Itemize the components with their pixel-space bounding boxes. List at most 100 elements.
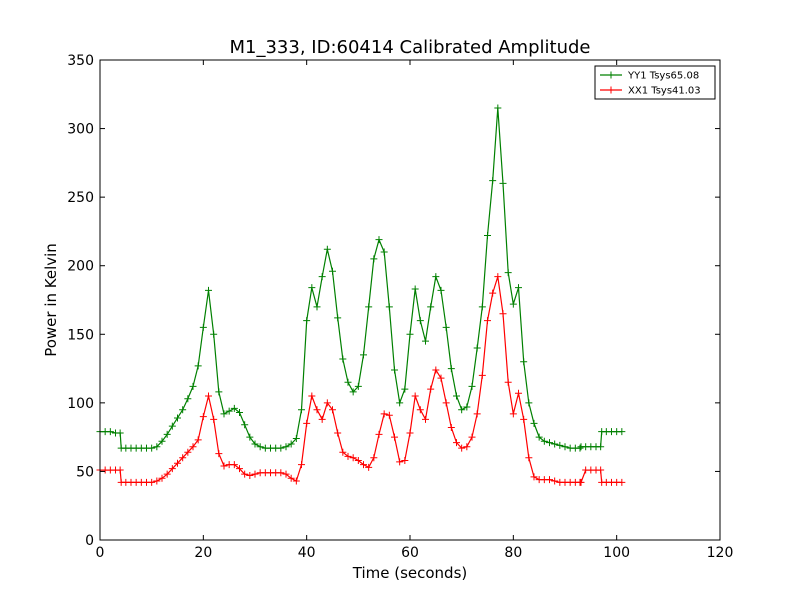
series-2-point: [236, 465, 243, 473]
series-2-point: [365, 463, 373, 471]
series-1-point: [236, 408, 243, 416]
series-1-point: [515, 284, 522, 292]
series-2-point: [153, 477, 161, 485]
series-2-point: [313, 406, 321, 414]
series-2-point: [163, 470, 171, 478]
series-1-point: [292, 435, 300, 443]
series-2-point: [618, 478, 626, 486]
series-2-point: [194, 436, 202, 444]
series-2-point: [282, 470, 290, 478]
x-tick-label: 100: [603, 545, 630, 561]
series-1-point: [453, 392, 460, 400]
series-1-point: [504, 269, 512, 277]
series-2-point: [577, 478, 585, 486]
series-2-point: [277, 469, 285, 477]
series-1-point: [494, 104, 502, 112]
series-1-point: [499, 179, 507, 187]
series-2-point: [184, 448, 192, 456]
series-2-point: [292, 477, 300, 485]
series-1-point: [354, 382, 362, 390]
series-1-point: [530, 419, 538, 427]
series-2-point: [504, 378, 512, 386]
series-1-point: [380, 248, 388, 256]
series-2-point: [251, 470, 259, 478]
series-1-point: [540, 437, 548, 445]
series-1-point: [168, 422, 176, 430]
series-2-point: [422, 415, 429, 423]
series-1-point: [442, 323, 450, 331]
series-2-point: [546, 476, 553, 484]
series-1-point: [484, 232, 491, 240]
series-2-point: [530, 473, 538, 481]
series-2-point: [308, 392, 316, 400]
series-1-point: [251, 440, 259, 448]
series-2-point: [520, 415, 528, 423]
series-1-point: [478, 303, 486, 311]
series-1-point: [349, 388, 357, 396]
series-1-point: [199, 323, 207, 331]
y-tick-label: 200: [67, 259, 94, 275]
series-2-point: [339, 448, 347, 456]
series-2-point: [427, 385, 435, 393]
series-1-point: [298, 406, 305, 414]
series-2-point: [437, 374, 445, 382]
series-1-point: [406, 330, 414, 338]
series-1-point: [210, 330, 218, 338]
series-1-point: [246, 433, 254, 441]
series-2-point: [318, 415, 326, 423]
series-2-point: [458, 444, 466, 452]
series-2-point: [334, 429, 342, 437]
series-2-point: [323, 399, 331, 407]
series-1-point: [546, 439, 553, 447]
y-tick-label: 300: [67, 122, 94, 138]
series-2-point: [344, 452, 352, 460]
x-tick-label: 60: [401, 545, 419, 561]
series-2-point: [116, 466, 124, 474]
series-1-point: [287, 440, 295, 448]
series-1-point: [230, 404, 238, 412]
series-2-point: [303, 419, 311, 427]
series-1-point: [153, 443, 161, 451]
series-2-point: [329, 406, 336, 414]
y-tick-label: 0: [85, 533, 94, 549]
series-1-point: [416, 317, 424, 325]
series-2-point: [551, 477, 559, 485]
series-1-point: [189, 382, 197, 390]
x-tick-label: 0: [96, 545, 105, 561]
series-1-point: [597, 443, 605, 451]
series-1-point: [396, 399, 404, 407]
legend-label: XX1 Tsys41.03: [628, 86, 701, 97]
series-2-point: [168, 465, 176, 473]
series-1-point: [576, 444, 584, 452]
series-2-point: [396, 458, 404, 466]
series-1: [96, 104, 626, 452]
legend-label: YY1 Tsys65.08: [627, 71, 699, 82]
series-1-point: [116, 429, 124, 437]
series-1-point: [256, 443, 264, 451]
series-1-point: [365, 303, 373, 311]
plot-area: [96, 104, 626, 486]
series-2-point: [401, 456, 409, 464]
series-1-point: [360, 351, 367, 359]
series-1-point: [375, 236, 383, 244]
series-2-point: [174, 459, 181, 467]
series-2-point: [354, 456, 362, 464]
series-2-point: [199, 413, 207, 421]
y-tick-label: 150: [67, 327, 94, 343]
series-2-point: [380, 410, 388, 418]
series-1-point: [148, 444, 156, 452]
series-2-point: [210, 415, 218, 423]
legend-box: [594, 65, 716, 100]
series-2-point: [375, 430, 383, 438]
series-1-point: [437, 286, 445, 294]
series-1-point: [463, 403, 471, 411]
series-2-point: [453, 439, 460, 447]
legend-swatch-marker: [607, 71, 615, 79]
series-2-point: [499, 310, 507, 318]
series-1-point: [329, 267, 336, 275]
y-tick-label: 50: [76, 464, 94, 480]
series-1-point: [106, 428, 114, 436]
series-1-point: [158, 437, 166, 445]
series-1-point: [432, 273, 440, 281]
